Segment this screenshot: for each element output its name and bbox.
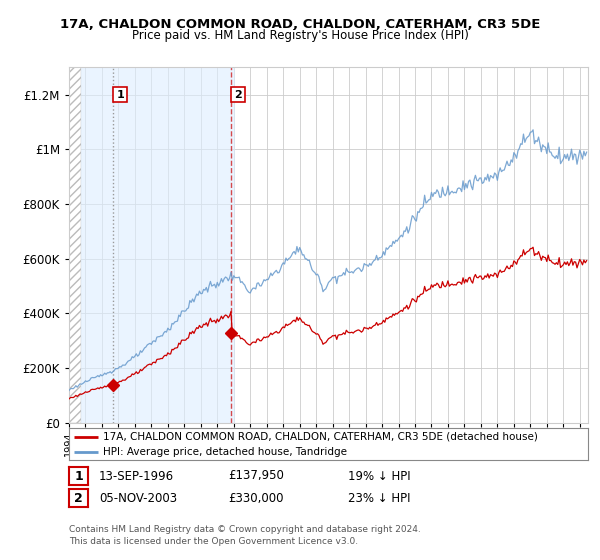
Text: 19% ↓ HPI: 19% ↓ HPI	[348, 469, 410, 483]
Text: Price paid vs. HM Land Registry's House Price Index (HPI): Price paid vs. HM Land Registry's House …	[131, 29, 469, 42]
Bar	[69, 67, 82, 423]
Text: 23% ↓ HPI: 23% ↓ HPI	[348, 492, 410, 505]
Text: 17A, CHALDON COMMON ROAD, CHALDON, CATERHAM, CR3 5DE: 17A, CHALDON COMMON ROAD, CHALDON, CATER…	[60, 18, 540, 31]
Text: 2: 2	[234, 90, 242, 100]
Text: £137,950: £137,950	[228, 469, 284, 483]
Text: 1: 1	[116, 90, 124, 100]
Text: £330,000: £330,000	[228, 492, 284, 505]
Text: Contains HM Land Registry data © Crown copyright and database right 2024.
This d: Contains HM Land Registry data © Crown c…	[69, 525, 421, 546]
Bar	[82, 67, 235, 423]
Text: 1: 1	[74, 469, 83, 483]
Text: HPI: Average price, detached house, Tandridge: HPI: Average price, detached house, Tand…	[103, 447, 347, 457]
Text: 13-SEP-1996: 13-SEP-1996	[99, 469, 174, 483]
Text: 2: 2	[74, 492, 83, 505]
Text: 05-NOV-2003: 05-NOV-2003	[99, 492, 177, 505]
Text: 17A, CHALDON COMMON ROAD, CHALDON, CATERHAM, CR3 5DE (detached house): 17A, CHALDON COMMON ROAD, CHALDON, CATER…	[103, 432, 538, 442]
